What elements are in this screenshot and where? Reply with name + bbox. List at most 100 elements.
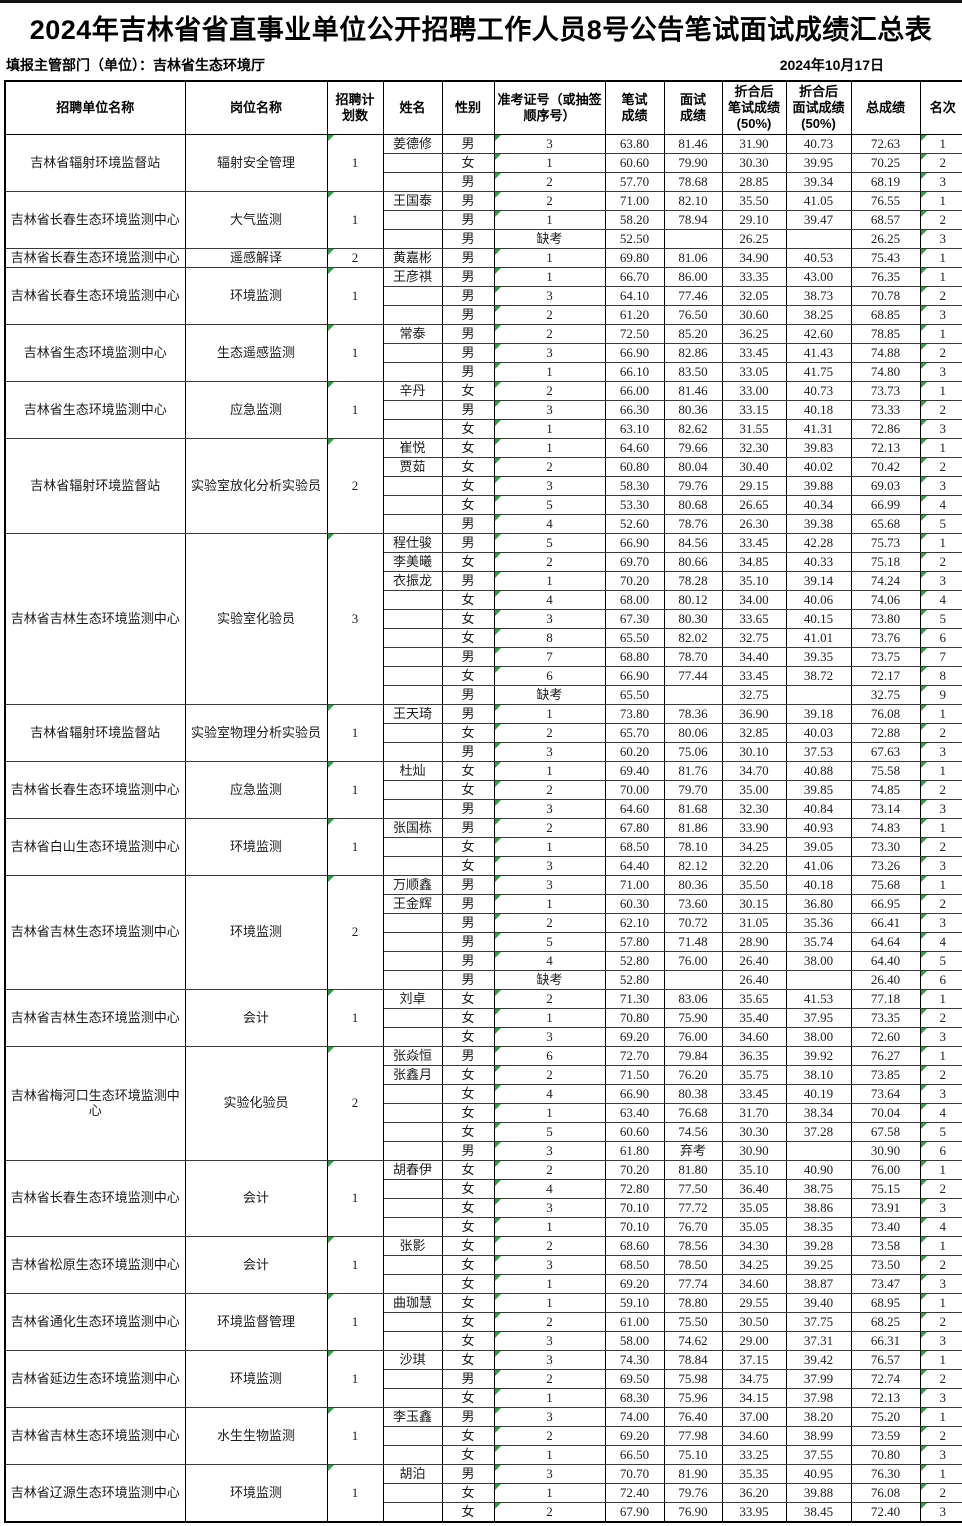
gender-cell: 男 bbox=[441, 913, 495, 934]
total-score-cell: 26.40 bbox=[850, 970, 921, 991]
rank-cell: 3 bbox=[919, 1388, 962, 1409]
written-50-cell: 31.70 bbox=[721, 1103, 787, 1124]
rank-cell: 3 bbox=[919, 229, 962, 250]
rank-cell: 9 bbox=[919, 685, 962, 706]
interview-score-cell: 81.46 bbox=[663, 381, 723, 402]
name-cell: 常泰 bbox=[382, 324, 443, 345]
total-score-cell: 75.20 bbox=[850, 1407, 921, 1428]
written-score-cell: 62.10 bbox=[604, 913, 665, 934]
total-score-cell: 67.63 bbox=[850, 742, 921, 763]
ticket-cell: 3 bbox=[493, 1198, 606, 1219]
unit-cell: 吉林省吉林生态环境监测中心 bbox=[4, 1407, 186, 1466]
table-row: 吉林省辐射环境监督站 实验室物理分析实验员 1 王天琦男 1 73.80 78.36 36.9… bbox=[4, 704, 962, 763]
name-cell bbox=[382, 343, 443, 364]
gender-cell: 女 bbox=[441, 1103, 495, 1124]
spreadsheet-page: 2024年吉林省省直事业单位公开招聘工作人员8号公告笔试面试成绩汇总表 填报主管… bbox=[0, 3, 962, 1523]
written-score-cell: 68.30 bbox=[604, 1388, 665, 1409]
total-score-cell: 73.85 bbox=[850, 1065, 921, 1086]
gender-cell: 女 bbox=[441, 552, 495, 573]
ticket-cell: 4 bbox=[493, 514, 606, 535]
total-score-cell: 78.85 bbox=[850, 324, 921, 345]
total-score-cell: 73.30 bbox=[850, 837, 921, 858]
interview-50-cell: 40.88 bbox=[785, 761, 852, 782]
interview-score-cell: 76.68 bbox=[663, 1103, 723, 1124]
interview-score-cell: 75.98 bbox=[663, 1369, 723, 1390]
written-score-cell: 70.70 bbox=[604, 1464, 665, 1485]
interview-50-cell bbox=[785, 970, 852, 991]
name-cell bbox=[382, 476, 443, 497]
gender-cell: 女 bbox=[441, 1331, 495, 1352]
gender-cell: 女 bbox=[441, 419, 495, 440]
rank-cell: 3 bbox=[919, 1502, 962, 1523]
interview-score-cell: 82.12 bbox=[663, 856, 723, 877]
total-score-cell: 76.30 bbox=[850, 1464, 921, 1485]
total-score-cell: 68.25 bbox=[850, 1312, 921, 1333]
total-score-cell: 72.86 bbox=[850, 419, 921, 440]
rank-cell: 3 bbox=[919, 419, 962, 440]
name-cell: 王天琦 bbox=[382, 704, 443, 725]
written-50-cell: 33.65 bbox=[721, 609, 787, 630]
plan-cell: 2 bbox=[326, 248, 384, 269]
rank-cell: 3 bbox=[919, 913, 962, 934]
gender-cell: 男 bbox=[441, 685, 495, 706]
interview-50-cell: 41.53 bbox=[785, 989, 852, 1010]
interview-50-cell: 37.53 bbox=[785, 742, 852, 763]
total-score-cell: 73.91 bbox=[850, 1198, 921, 1219]
written-50-cell: 26.40 bbox=[721, 970, 787, 991]
written-score-cell: 69.50 bbox=[604, 1369, 665, 1390]
interview-score-cell: 79.70 bbox=[663, 780, 723, 801]
written-50-cell: 36.25 bbox=[721, 324, 787, 345]
table-row: 吉林省辽源生态环境监测中心 环境监测 1 胡泊男 3 70.70 81.90 35.35 40.… bbox=[4, 1464, 962, 1523]
written-score-cell: 68.80 bbox=[604, 647, 665, 668]
interview-50-cell: 39.85 bbox=[785, 780, 852, 801]
name-cell: 黄嘉彬 bbox=[382, 248, 443, 269]
rank-cell: 1 bbox=[919, 134, 962, 155]
written-50-cell: 33.45 bbox=[721, 533, 787, 554]
table-row: 吉林省吉林生态环境监测中心 环境监测 2 万顺鑫男 3 71.00 80.36 35.50 40… bbox=[4, 875, 962, 991]
unit-cell: 吉林省长春生态环境监测中心 bbox=[4, 248, 186, 269]
gender-cell: 女 bbox=[441, 609, 495, 630]
gender-cell: 男 bbox=[441, 191, 495, 212]
table-row: 吉林省通化生态环境监测中心 环境监督管理 1 曲珈慧女 1 59.10 78.80 29.55… bbox=[4, 1293, 962, 1352]
interview-score-cell: 75.90 bbox=[663, 1008, 723, 1029]
name-cell bbox=[382, 609, 443, 630]
name-cell bbox=[382, 590, 443, 611]
interview-score-cell: 78.80 bbox=[663, 1293, 723, 1314]
gender-cell: 女 bbox=[441, 666, 495, 687]
position-cell: 辐射安全管理 bbox=[184, 134, 328, 193]
interview-50-cell: 37.28 bbox=[785, 1122, 852, 1143]
rank-cell: 1 bbox=[919, 1407, 962, 1428]
written-50-cell: 35.50 bbox=[721, 191, 787, 212]
name-cell bbox=[382, 1483, 443, 1504]
interview-50-cell: 35.36 bbox=[785, 913, 852, 934]
table-row: 男缺考 65.50 32.75 32.75 9 bbox=[5, 685, 962, 706]
col-header-name: 姓名 bbox=[382, 80, 443, 136]
interview-score-cell: 82.02 bbox=[663, 628, 723, 649]
written-score-cell: 69.20 bbox=[604, 1274, 665, 1295]
ticket-cell: 4 bbox=[493, 1179, 606, 1200]
interview-50-cell: 40.19 bbox=[785, 1084, 852, 1105]
name-cell: 张鑫月 bbox=[382, 1065, 443, 1086]
interview-50-cell: 41.31 bbox=[785, 419, 852, 440]
ticket-cell: 1 bbox=[493, 153, 606, 174]
plan-cell: 1 bbox=[326, 1350, 384, 1409]
written-50-cell: 31.05 bbox=[721, 913, 787, 934]
table-row: 女 3 67.30 80.30 33.65 40.15 73.80 5 bbox=[5, 609, 962, 630]
interview-score-cell: 78.84 bbox=[663, 1350, 723, 1371]
rank-cell: 4 bbox=[919, 590, 962, 611]
written-score-cell: 66.50 bbox=[604, 1445, 665, 1466]
plan-cell: 2 bbox=[326, 438, 384, 535]
written-50-cell: 28.90 bbox=[721, 932, 787, 953]
interview-50-cell: 38.00 bbox=[785, 951, 852, 972]
gender-cell: 女 bbox=[441, 1236, 495, 1257]
written-score-cell: 52.80 bbox=[604, 970, 665, 991]
position-cell: 应急监测 bbox=[184, 761, 328, 820]
interview-50-cell: 39.28 bbox=[785, 1236, 852, 1257]
interview-score-cell: 81.80 bbox=[663, 1160, 723, 1181]
department-label: 填报主管部门（单位）：吉林省生态环境厅 bbox=[6, 56, 265, 73]
total-score-cell: 67.58 bbox=[850, 1122, 921, 1143]
written-score-cell: 52.50 bbox=[604, 229, 665, 250]
written-50-cell: 35.75 bbox=[721, 1065, 787, 1086]
written-score-cell: 68.50 bbox=[604, 837, 665, 858]
interview-score-cell: 75.06 bbox=[663, 742, 723, 763]
